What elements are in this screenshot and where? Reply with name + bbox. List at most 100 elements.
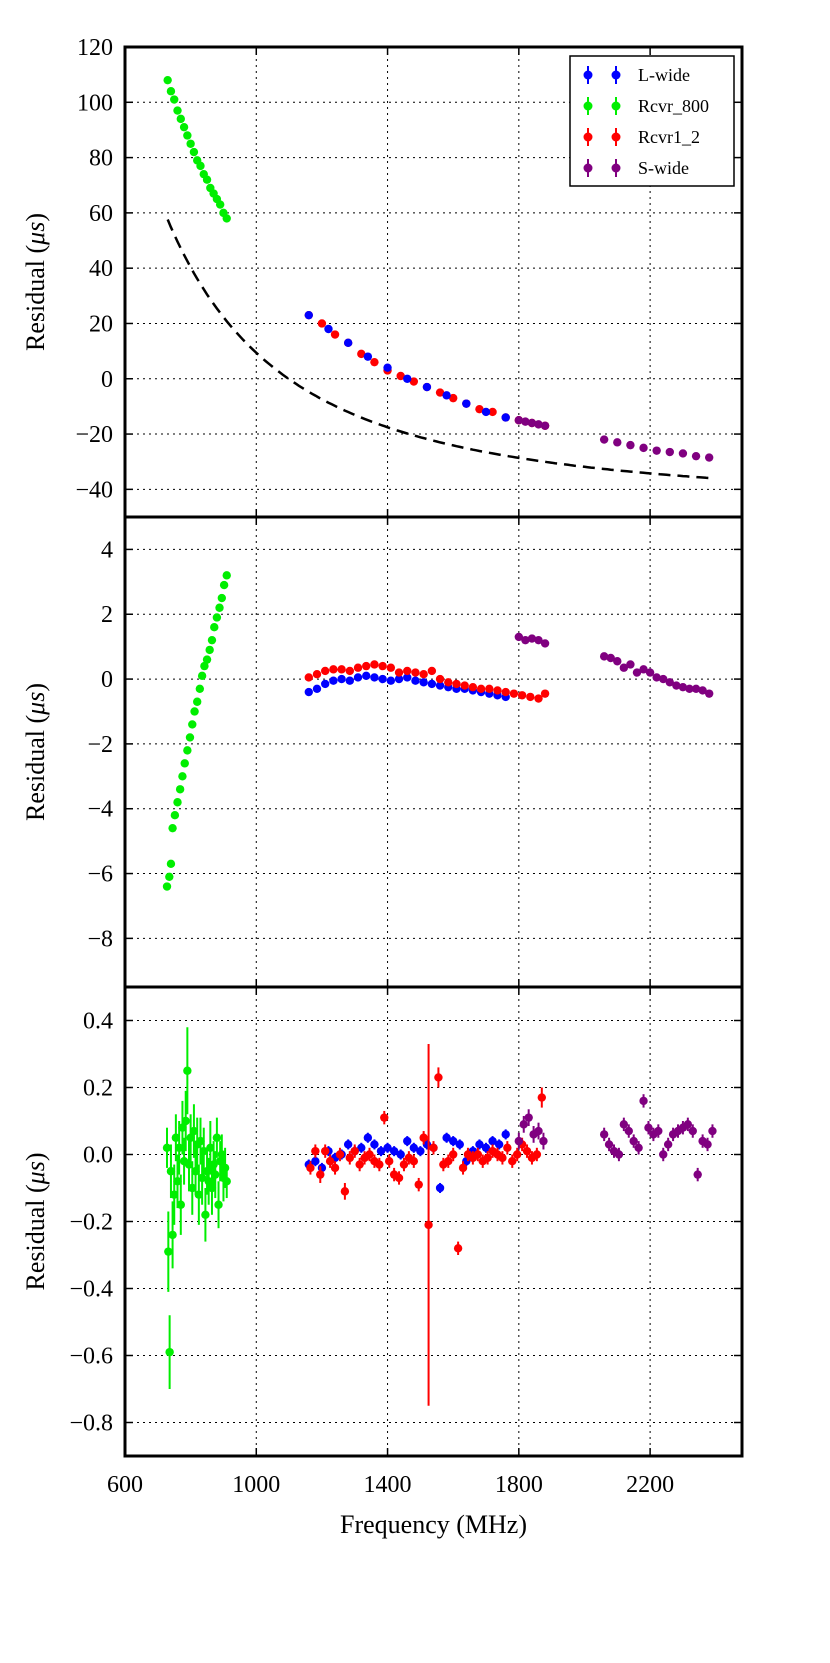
- data-point: [173, 106, 182, 115]
- data-point: [345, 676, 355, 685]
- data-point: [306, 1163, 315, 1173]
- data-point: [386, 663, 396, 672]
- data-point: [527, 418, 537, 428]
- y-tick-label: −6: [87, 862, 113, 888]
- data-point: [173, 798, 182, 807]
- data-point: [403, 673, 412, 682]
- data-point: [215, 200, 225, 209]
- data-point: [175, 785, 185, 794]
- data-point: [424, 1220, 433, 1230]
- data-point: [519, 1120, 528, 1129]
- data-point: [460, 681, 469, 690]
- data-point: [206, 1143, 215, 1153]
- data-point: [629, 1136, 638, 1146]
- x-tick-label: 2200: [626, 1472, 674, 1498]
- data-point: [422, 382, 432, 392]
- x-tick-label: 1800: [495, 1472, 543, 1498]
- data-point: [708, 1126, 717, 1136]
- x-tick-label: 1000: [232, 1472, 280, 1498]
- y-tick-label: −0.2: [69, 1210, 113, 1236]
- data-point: [654, 1126, 663, 1136]
- data-point: [211, 1170, 220, 1179]
- data-point: [691, 684, 701, 693]
- data-point: [652, 673, 661, 682]
- y-tick-label: 4: [101, 537, 113, 563]
- data-point: [170, 811, 180, 820]
- y-tick-label: −8: [87, 926, 113, 952]
- data-point: [435, 674, 445, 684]
- data-point: [217, 593, 227, 603]
- data-point: [704, 689, 714, 698]
- data-point: [163, 75, 172, 85]
- data-point: [396, 1150, 405, 1159]
- data-point: [493, 686, 502, 695]
- data-point: [164, 1247, 173, 1256]
- data-point: [173, 1177, 182, 1186]
- x-axis-label: Frequency (MHz): [340, 1510, 527, 1539]
- data-point: [202, 655, 212, 664]
- data-point: [534, 420, 543, 429]
- panel-2: −8 −6 −4 −2 0 2 4 Residual (μs): [21, 515, 744, 989]
- data-point: [488, 1136, 497, 1146]
- data-point: [357, 349, 366, 359]
- data-point: [357, 1143, 366, 1153]
- series-s-wide: [514, 632, 714, 698]
- y-tick-label: 80: [89, 146, 113, 172]
- data-point: [416, 1146, 425, 1156]
- legend-label: Rcvr1_2: [638, 127, 700, 147]
- data-point: [345, 666, 355, 676]
- data-point: [501, 687, 510, 697]
- data-point: [202, 175, 212, 184]
- data-point: [524, 1113, 533, 1122]
- data-point: [178, 1123, 187, 1132]
- data-point: [526, 692, 535, 702]
- legend-entry: L-wide: [583, 65, 690, 85]
- y-axis-label: Residual (μs): [21, 213, 50, 351]
- legend-marker-2: [611, 101, 621, 111]
- data-point: [168, 1230, 177, 1240]
- data-point: [394, 674, 404, 684]
- data-point: [219, 580, 229, 590]
- data-point: [370, 660, 379, 669]
- data-point: [324, 324, 333, 334]
- data-point: [176, 1200, 185, 1209]
- data-point: [168, 823, 177, 833]
- data-point: [509, 689, 519, 698]
- data-point: [311, 1157, 320, 1166]
- data-point: [166, 859, 176, 869]
- y-tick-label: −2: [87, 732, 113, 758]
- data-point: [485, 684, 494, 693]
- data-point: [614, 1150, 624, 1159]
- data-point: [599, 435, 609, 444]
- data-point: [183, 1066, 192, 1075]
- data-point: [534, 1126, 543, 1136]
- legend: L-wide Rcvr_800 Rcvr1_2 S-wide: [569, 55, 735, 187]
- data-point: [606, 653, 615, 663]
- data-point: [624, 1126, 633, 1136]
- y-label-mu: μs: [21, 1161, 50, 1185]
- y-axis-label: Residual (μs): [21, 1153, 50, 1291]
- series-s-wide: [514, 1094, 717, 1182]
- data-point: [665, 678, 674, 687]
- data-point: [337, 665, 346, 674]
- data-point: [188, 720, 197, 729]
- data-point: [514, 416, 524, 425]
- data-point: [212, 613, 222, 622]
- data-point: [435, 681, 445, 690]
- data-point: [214, 1200, 223, 1209]
- data-point: [644, 1123, 653, 1132]
- data-point: [316, 1170, 325, 1179]
- legend-label: L-wide: [638, 65, 690, 85]
- data-point: [174, 1143, 184, 1153]
- data-point: [693, 1170, 702, 1179]
- data-point: [442, 1133, 451, 1142]
- data-point: [320, 666, 330, 676]
- x-tick-label: 600: [107, 1472, 143, 1498]
- data-point: [317, 319, 327, 328]
- data-point: [517, 691, 527, 700]
- data-point: [166, 1167, 176, 1176]
- model-curve: [166, 219, 713, 480]
- data-point: [534, 635, 543, 645]
